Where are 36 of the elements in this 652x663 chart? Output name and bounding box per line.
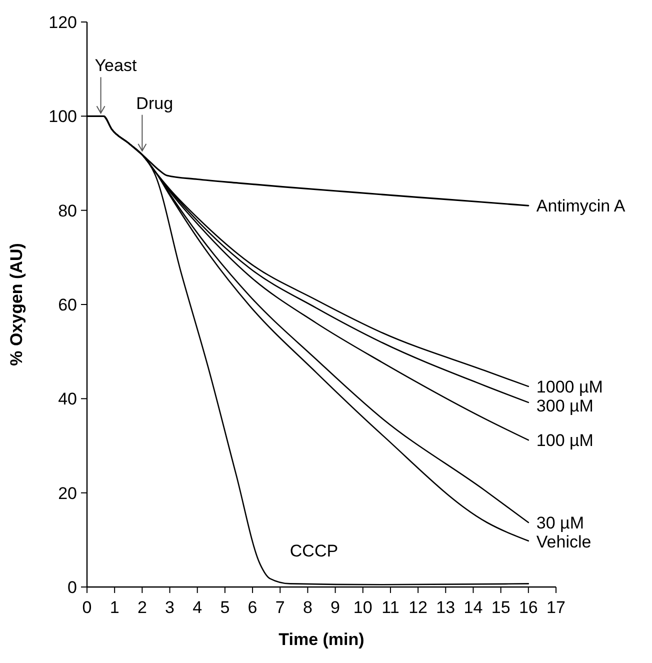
x-tick-label: 5 xyxy=(220,598,230,617)
x-tick-label: 8 xyxy=(302,598,312,617)
x-tick-label: 11 xyxy=(382,598,400,617)
series-label: 30 µM xyxy=(536,513,584,532)
x-tick-label: 17 xyxy=(546,598,566,617)
x-tick-label: 1 xyxy=(110,598,120,617)
series-label: 1000 µM xyxy=(536,377,603,396)
y-tick-label: 80 xyxy=(58,201,77,220)
y-axis-title: % Oxygen (AU) xyxy=(7,243,26,366)
x-tick-label: 6 xyxy=(248,598,258,617)
y-tick-label: 100 xyxy=(48,107,77,126)
y-tick-label: 0 xyxy=(68,578,77,597)
x-tick-label: 14 xyxy=(464,598,483,617)
x-tick-label: 3 xyxy=(165,598,174,617)
x-axis-title: Time (min) xyxy=(278,630,364,649)
x-tick-label: 7 xyxy=(275,598,285,617)
y-tick-label: 40 xyxy=(58,390,77,409)
x-tick-label: 4 xyxy=(192,598,202,617)
y-tick-label: 60 xyxy=(58,296,77,314)
x-tick-label: 0 xyxy=(82,598,92,617)
series-label: 300 µM xyxy=(536,396,594,416)
series-label: CCCP xyxy=(290,542,338,561)
x-tick-label: 9 xyxy=(330,598,340,617)
series-label: Vehicle xyxy=(536,532,592,552)
x-tick-label: 16 xyxy=(518,598,538,617)
annotation: Drug xyxy=(136,94,174,113)
x-tick-label: 15 xyxy=(491,598,510,617)
x-tick-label: 13 xyxy=(436,598,456,617)
series-label: Antimycin A xyxy=(536,196,626,216)
x-tick-label: 10 xyxy=(353,598,372,617)
y-tick-label: 120 xyxy=(48,13,77,32)
x-tick-label: 2 xyxy=(137,598,147,617)
y-tick-label: 20 xyxy=(58,484,77,503)
annotation: Yeast xyxy=(94,56,137,76)
series-label: 100 µM xyxy=(536,431,594,450)
x-tick-label: 12 xyxy=(408,598,428,617)
